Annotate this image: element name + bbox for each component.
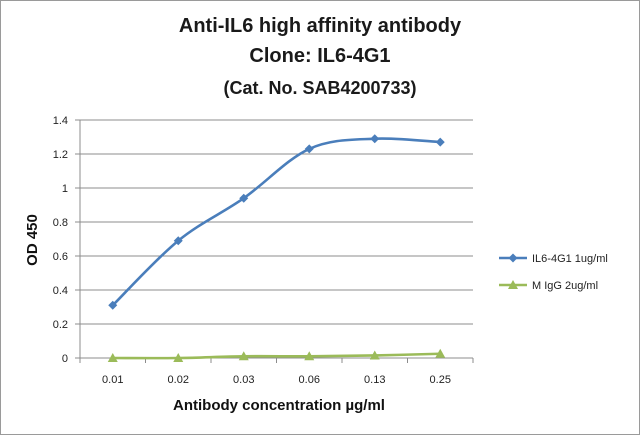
x-tick-label: 0.13 (364, 374, 385, 386)
y-tick-label: 0.8 (53, 217, 68, 229)
legend-label: M IgG 2ug/ml (532, 280, 598, 292)
data-point (304, 144, 314, 154)
legend-marker (508, 280, 518, 289)
legend: IL6-4G1 1ug/ml M IgG 2ug/ml (499, 253, 608, 292)
data-point (369, 350, 380, 360)
y-axis-title: OD 450 (24, 214, 41, 266)
legend-marker (508, 253, 518, 263)
data-point (107, 353, 118, 362)
legend-label: IL6-4G1 1ug/ml (532, 253, 608, 265)
x-tick-labels: 0.01 0.02 0.03 0.06 0.13 0.25 (102, 374, 451, 386)
data-point (239, 193, 249, 203)
x-tick-label: 0.25 (430, 374, 451, 386)
x-tick-label: 0.06 (299, 374, 320, 386)
y-tick-label: 0.6 (53, 251, 68, 263)
y-tick-label: 1.2 (53, 149, 68, 161)
axes (75, 119, 474, 363)
data-point (304, 351, 315, 361)
data-point (435, 137, 445, 147)
gridlines (80, 119, 473, 325)
data-point (435, 348, 446, 358)
catalog-number: (Cat. No. SAB4200733) (223, 78, 417, 98)
x-tick-label: 0.02 (168, 374, 189, 386)
chart-subtitle: Clone: IL6-4G1 (249, 45, 391, 67)
data-point (173, 353, 184, 362)
y-tick-label: 0.4 (53, 285, 68, 297)
series-layer (107, 134, 446, 362)
data-point (370, 134, 380, 144)
data-point (173, 236, 183, 246)
x-tick-label: 0.03 (233, 374, 254, 386)
series-line (112, 352, 441, 360)
data-point (238, 351, 249, 361)
x-axis-title: Antibody concentration µg/ml (173, 397, 385, 414)
y-tick-label: 0.2 (53, 319, 68, 331)
data-point (108, 300, 118, 310)
y-tick-label: 0 (62, 353, 68, 365)
y-tick-label: 1.4 (53, 115, 68, 127)
x-tick-label: 0.01 (102, 374, 123, 386)
chart-title: Anti-IL6 high affinity antibody (178, 15, 462, 37)
y-tick-label: 1 (62, 183, 68, 195)
y-tick-labels: 0 0.2 0.4 0.6 0.8 1 1.2 1.4 (53, 115, 68, 365)
